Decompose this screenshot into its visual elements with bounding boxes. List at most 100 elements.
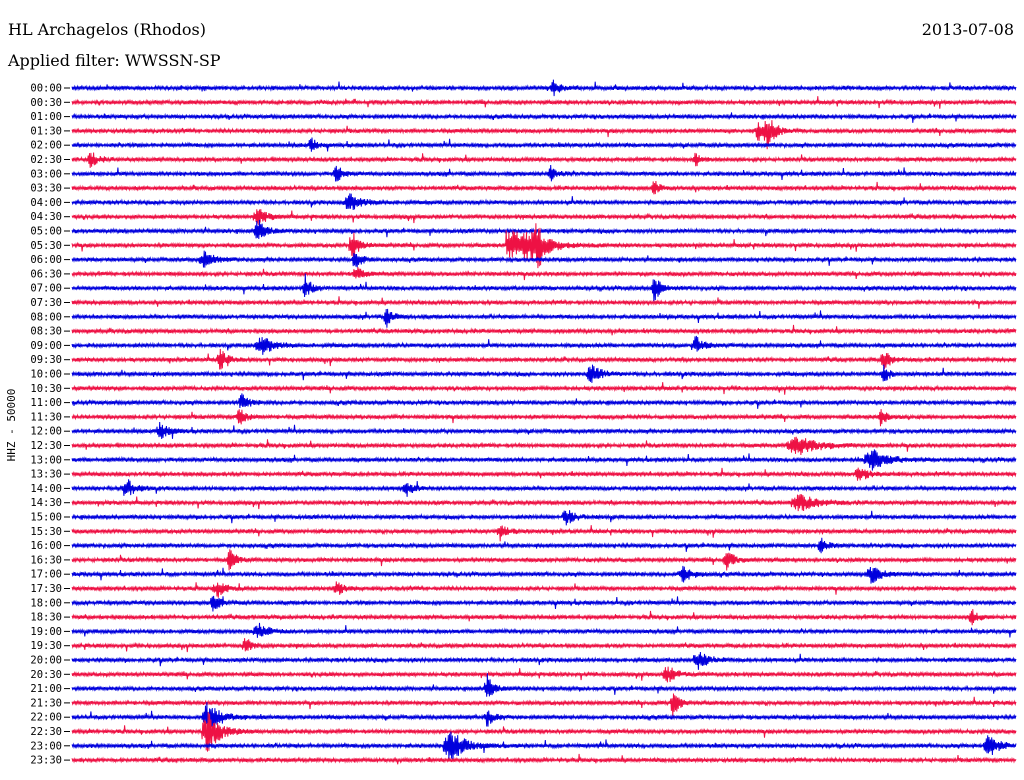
seismic-trace-row [71, 273, 1017, 302]
seismic-trace-row [71, 731, 1017, 760]
row-label: 05:30 [30, 240, 62, 252]
seismic-trace-row [71, 479, 1017, 497]
seismic-trace-row [71, 622, 1017, 638]
seismic-trace-row [71, 549, 1017, 571]
seismic-trace-row [71, 393, 1017, 409]
seismic-trace-row [71, 335, 1017, 355]
seismic-trace-row [71, 673, 1017, 697]
seismic-trace-row [71, 364, 1017, 383]
row-label: 12:00 [30, 426, 62, 438]
seismic-trace-row [71, 494, 1017, 512]
seismic-trace-row [71, 565, 1017, 584]
row-label: 05:00 [30, 226, 62, 238]
row-label: 17:00 [30, 569, 62, 581]
seismic-trace-row [71, 525, 1017, 542]
seismic-trace-row [71, 693, 1017, 716]
seismic-trace-row [71, 609, 1017, 626]
row-label: 15:30 [30, 526, 62, 538]
row-label-group: 00:00 00:30 01:00 01:30 02:00 02:30 03:00 03:30… [30, 83, 70, 767]
seismic-trace-row [71, 638, 1017, 653]
seismic-trace-row [71, 152, 1017, 168]
seismic-trace-row [71, 223, 1017, 269]
row-label: 16:30 [30, 554, 62, 566]
row-label: 10:00 [30, 369, 62, 381]
seismic-trace-row [71, 193, 1017, 211]
seismic-trace-row [71, 651, 1017, 670]
seismic-trace-row [71, 296, 1017, 309]
row-label: 07:30 [30, 297, 62, 309]
row-label: 00:30 [30, 97, 62, 109]
seismic-trace-row [71, 753, 1017, 765]
row-label: 12:30 [30, 440, 62, 452]
row-label: 02:00 [30, 140, 62, 152]
row-label: 19:00 [30, 626, 62, 638]
seismic-trace-row [71, 112, 1017, 123]
row-label: 03:00 [30, 168, 62, 180]
seismic-trace-row [71, 96, 1017, 109]
seismic-trace-row [71, 421, 1017, 440]
seismic-trace-row [71, 666, 1017, 683]
row-label: 01:30 [30, 125, 62, 137]
row-label: 00:00 [30, 83, 62, 95]
seismic-trace-row [71, 409, 1017, 427]
seismic-trace-row [71, 449, 1017, 471]
row-label: 02:30 [30, 154, 62, 166]
seismic-trace-row [71, 510, 1017, 526]
row-label: 19:30 [30, 640, 62, 652]
trace-group [71, 79, 1017, 765]
seismic-trace-row [71, 79, 1017, 97]
seismic-trace-row [71, 137, 1017, 152]
seismic-trace-row [71, 537, 1017, 554]
filter-label: Applied filter: WWSSN-SP [7, 51, 221, 70]
seismic-trace-row [71, 581, 1017, 598]
row-label: 23:00 [30, 740, 62, 752]
row-label: 20:00 [30, 655, 62, 667]
seismic-trace-row [71, 324, 1017, 336]
seismic-trace-row [71, 267, 1017, 281]
y-axis-label: HHZ - 50000 [5, 389, 18, 462]
row-label: 08:30 [30, 326, 62, 338]
row-label: 06:00 [30, 254, 62, 266]
seismic-trace-row [71, 120, 1017, 150]
row-label: 09:00 [30, 340, 62, 352]
row-label: 10:30 [30, 383, 62, 395]
seismic-trace-row [71, 209, 1017, 226]
station-title: HL Archagelos (Rhodos) [8, 20, 206, 39]
seismic-trace-row [71, 219, 1017, 240]
row-label: 14:30 [30, 497, 62, 509]
seismic-trace-row [71, 308, 1017, 328]
row-label: 13:00 [30, 454, 62, 466]
seismic-trace-row [71, 467, 1017, 481]
seismic-trace-row [71, 250, 1017, 268]
seismic-trace-row [71, 436, 1017, 456]
row-label: 09:30 [30, 354, 62, 366]
row-label: 01:00 [30, 111, 62, 123]
row-label: 08:00 [30, 311, 62, 323]
row-label: 06:30 [30, 268, 62, 280]
row-label: 04:30 [30, 211, 62, 223]
row-label: 07:00 [30, 283, 62, 295]
seismic-trace-row [71, 702, 1017, 732]
row-label: 11:00 [30, 397, 62, 409]
seismic-trace-row [71, 164, 1017, 182]
chart-date: 2013-07-08 [922, 20, 1014, 39]
row-label: 13:30 [30, 469, 62, 481]
seismic-trace-row [71, 595, 1017, 612]
row-label: 14:00 [30, 483, 62, 495]
seismic-trace-row [71, 712, 1017, 752]
row-label: 16:00 [30, 540, 62, 552]
row-label: 21:00 [30, 683, 62, 695]
row-label: 04:00 [30, 197, 62, 209]
seismic-trace-row [71, 348, 1017, 370]
row-label: 20:30 [30, 669, 62, 681]
row-label: 03:30 [30, 183, 62, 195]
row-label: 22:00 [30, 712, 62, 724]
row-label: 21:30 [30, 697, 62, 709]
seismic-trace-row [71, 382, 1017, 395]
row-label: 18:30 [30, 612, 62, 624]
row-label: 23:30 [30, 755, 62, 767]
row-label: 15:00 [30, 512, 62, 524]
row-label: 22:30 [30, 726, 62, 738]
row-label: 11:30 [30, 411, 62, 423]
